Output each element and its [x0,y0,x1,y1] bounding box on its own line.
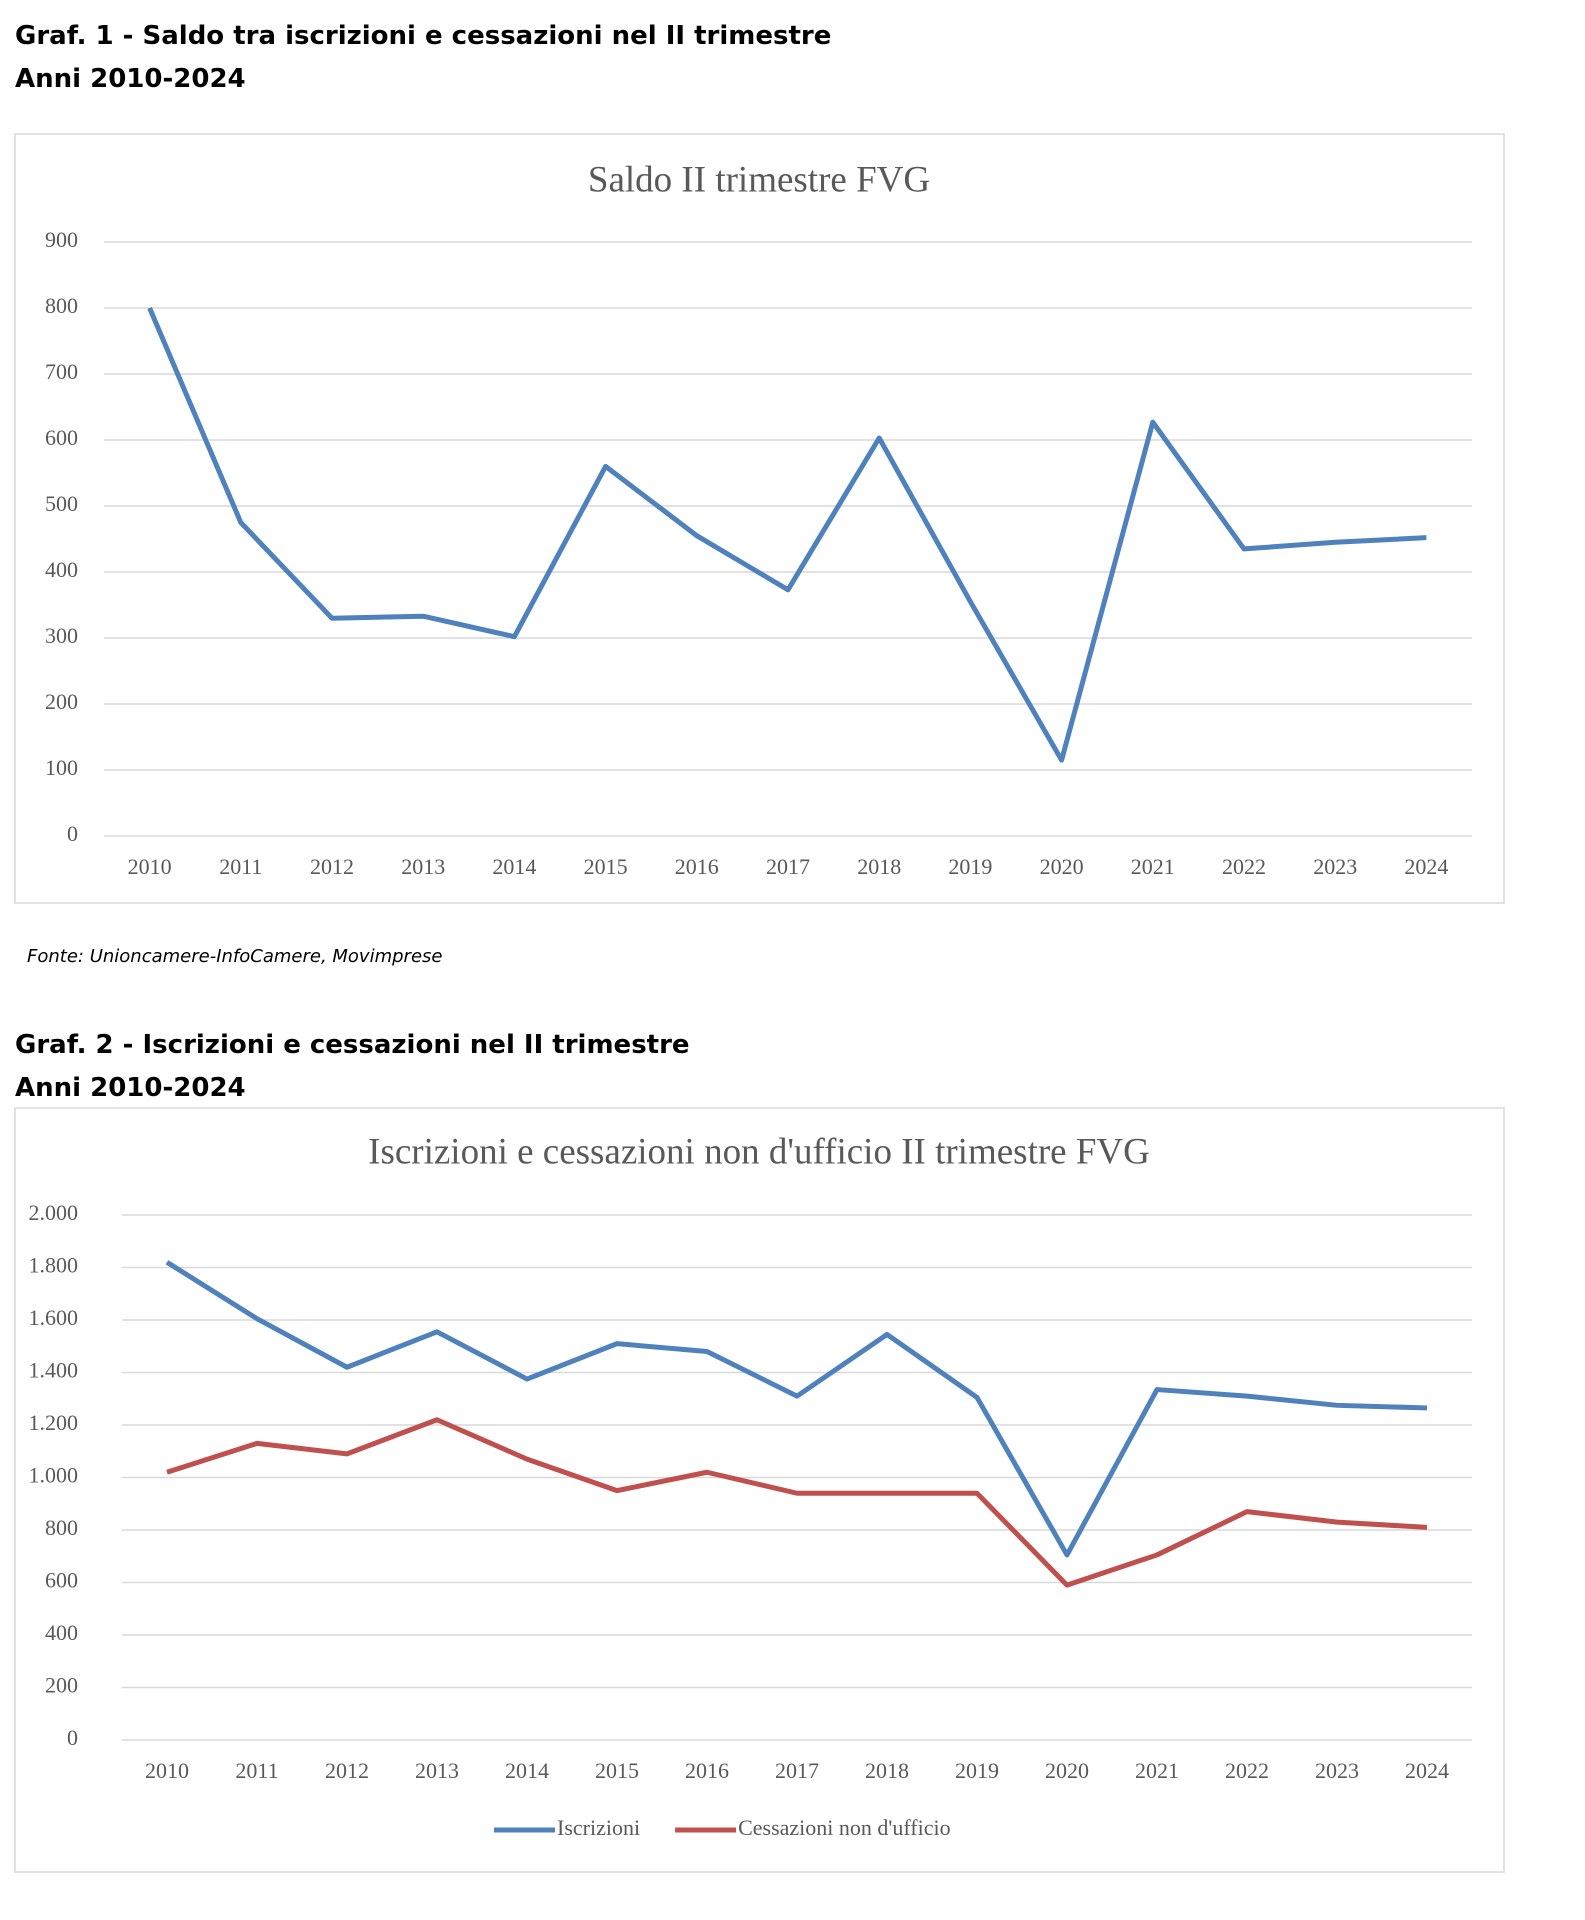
y-tick-label: 400 [45,557,78,582]
x-tick-label: 2017 [766,854,810,879]
chart-title: Saldo II trimestre FVG [588,159,930,200]
x-tick-label: 2014 [505,1758,549,1783]
y-tick-label: 200 [45,1673,78,1698]
y-tick-label: 300 [45,623,78,648]
x-tick-label: 2020 [1045,1758,1089,1783]
y-tick-label: 700 [45,359,78,384]
y-tick-label: 1.400 [29,1358,79,1383]
y-tick-label: 800 [45,293,78,318]
y-tick-label: 200 [45,689,78,714]
y-tick-label: 600 [45,425,78,450]
x-tick-label: 2018 [857,854,901,879]
y-tick-label: 1.200 [29,1410,79,1435]
y-tick-label: 1.000 [29,1463,79,1488]
x-tick-label: 2012 [310,854,354,879]
y-tick-label: 100 [45,755,78,780]
subheading: Anni 2010-2024 [15,1073,246,1103]
x-tick-label: 2016 [685,1758,729,1783]
legend-label: Cessazioni non d'ufficio [738,1815,951,1840]
x-tick-label: 2019 [955,1758,999,1783]
chart-frame [14,133,1505,904]
x-tick-label: 2013 [401,854,445,879]
x-tick-label: 2017 [775,1758,819,1783]
y-tick-label: 600 [45,1568,78,1593]
y-tick-label: 900 [45,227,78,252]
heading: Graf. 1 - Saldo tra iscrizioni e cessazi… [15,21,831,51]
x-tick-label: 2020 [1040,854,1084,879]
y-tick-label: 0 [67,821,78,846]
x-tick-label: 2015 [584,854,628,879]
x-tick-label: 2024 [1405,1758,1449,1783]
y-tick-label: 800 [45,1515,78,1540]
source: Fonte: Unioncamere-InfoCamere, Movimpres… [27,946,442,967]
y-tick-label: 1.600 [29,1305,79,1330]
x-tick-label: 2019 [948,854,992,879]
x-tick-label: 2016 [675,854,719,879]
x-tick-label: 2015 [595,1758,639,1783]
heading: Graf. 2 - Iscrizioni e cessazioni nel II… [15,1030,690,1060]
x-tick-label: 2011 [219,854,262,879]
chart-frame [14,1107,1505,1873]
x-tick-label: 2021 [1131,854,1175,879]
x-tick-label: 2022 [1225,1758,1269,1783]
x-tick-label: 2012 [325,1758,369,1783]
x-tick-label: 2024 [1404,854,1448,879]
legend-label: Iscrizioni [557,1815,640,1840]
y-tick-label: 2.000 [29,1200,79,1225]
y-tick-label: 1.800 [29,1253,79,1278]
subheading: Anni 2010-2024 [15,64,246,94]
series-line [165,1260,1428,1558]
x-tick-label: 2011 [235,1758,278,1783]
x-tick-label: 2010 [145,1758,189,1783]
y-tick-label: 400 [45,1620,78,1645]
x-tick-label: 2021 [1135,1758,1179,1783]
series-line [166,1417,1428,1588]
y-tick-label: 500 [45,491,78,516]
x-tick-label: 2023 [1315,1758,1359,1783]
x-tick-label: 2023 [1313,854,1357,879]
y-tick-label: 0 [67,1725,78,1750]
x-tick-label: 2013 [415,1758,459,1783]
x-tick-label: 2014 [492,854,536,879]
x-tick-label: 2018 [865,1758,909,1783]
x-tick-label: 2010 [128,854,172,879]
chart-title: Iscrizioni e cessazioni non d'ufficio II… [368,1131,1150,1172]
series-line [147,307,1427,763]
x-tick-label: 2022 [1222,854,1266,879]
